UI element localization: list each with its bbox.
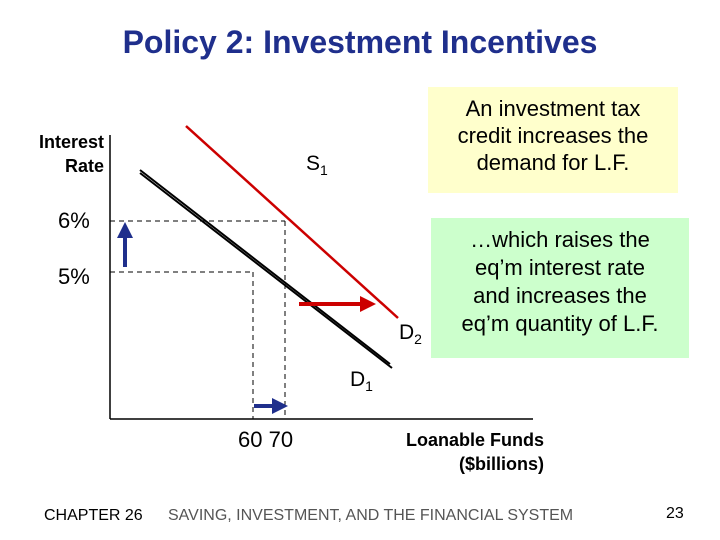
supply-label-sub: 1 [320, 162, 328, 178]
y-axis-label-line1: Interest [38, 132, 104, 152]
y-axis-label: Interest Rate [10, 130, 104, 178]
quantity-rise-arrow-head [272, 398, 288, 414]
x-tick-labels: 60 70 [238, 427, 294, 452]
y-tick-6pct: 6% [58, 208, 90, 233]
slide-title: Policy 2: Investment Incentives [122, 24, 598, 60]
footer-section-title: SAVING, INVESTMENT, AND THE FINANCIAL SY… [168, 507, 574, 524]
demand1-label-letter: D [350, 368, 366, 391]
x-axis-label: Loanable Funds ($billions) [360, 428, 544, 476]
callout1-line2: credit increases the [457, 123, 649, 148]
demand1-label-sub: 1 [365, 378, 373, 394]
x-axis-label-line2: ($billions) [459, 454, 544, 474]
callout1-line1: An investment tax [465, 96, 641, 121]
demand2-label-sub: 2 [414, 331, 422, 347]
callout-equilibrium-effect: …which raises the eq’m interest rate and… [431, 218, 689, 358]
callout2-line1: …which raises the [470, 227, 650, 252]
callout2-line2: eq’m interest rate [475, 255, 645, 280]
demand-shift-arrow-head [360, 296, 376, 312]
callout2-line3: and increases the [473, 283, 647, 308]
x-axis-label-line1: Loanable Funds [405, 430, 544, 450]
rate-rise-arrow-head [117, 222, 133, 238]
demand2-curve-label: D2 [399, 321, 422, 347]
supply-curve [139, 169, 391, 365]
supply-curve-label: S1 [306, 152, 328, 178]
footer-chapter: CHAPTER 26 [44, 507, 143, 524]
supply-curve-s1-line [212, 176, 305, 320]
demand2-label-letter: D [399, 321, 415, 344]
demand1-curve-label: D1 [350, 368, 373, 394]
supply-label-letter: S [306, 152, 321, 175]
footer-page-number: 23 [666, 505, 684, 522]
demand-curve-d1-line [139, 172, 393, 369]
y-axis-label-line2: Rate [64, 156, 104, 176]
callout1-line3: demand for L.F. [476, 150, 630, 175]
callout2-line4: eq’m quantity of L.F. [461, 311, 659, 336]
y-tick-5pct: 5% [58, 264, 90, 289]
demand-curve-d2 [185, 125, 399, 319]
callout-investment-credit: An investment tax credit increases the d… [428, 87, 678, 193]
